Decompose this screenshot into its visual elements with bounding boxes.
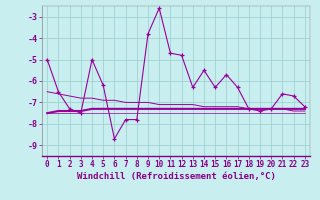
X-axis label: Windchill (Refroidissement éolien,°C): Windchill (Refroidissement éolien,°C) <box>76 172 276 181</box>
